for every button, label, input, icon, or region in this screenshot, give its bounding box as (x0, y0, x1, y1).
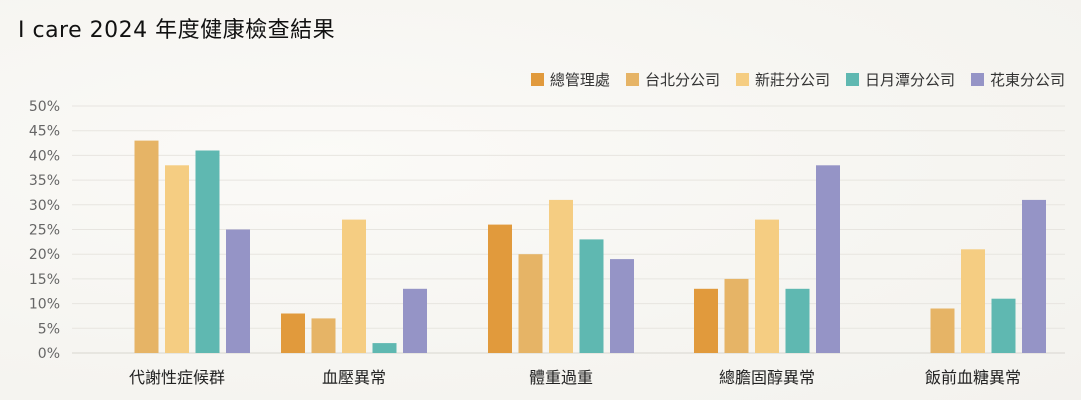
bar[interactable] (724, 278, 749, 353)
y-tick-label: 10% (29, 297, 60, 313)
bar[interactable] (342, 219, 366, 353)
y-tick-label: 40% (29, 148, 60, 164)
bar[interactable] (755, 219, 779, 353)
legend-swatch (970, 73, 984, 86)
bar[interactable] (961, 249, 985, 353)
x-category-label: 總膽固醇異常 (719, 368, 815, 387)
y-tick-label: 0% (38, 346, 60, 362)
bar[interactable] (694, 288, 718, 353)
legend-item[interactable]: 新莊分公司 (735, 69, 830, 90)
chart-legend: 總管理處 台北分公司 新莊分公司 日月潭分公司 花東分公司 (530, 69, 1065, 90)
bar[interactable] (579, 239, 604, 353)
legend-item[interactable]: 花東分公司 (970, 69, 1065, 90)
x-category-label: 體重過重 (529, 368, 593, 387)
y-tick-label: 45% (29, 124, 60, 140)
x-category-label: 飯前血糖異常 (925, 368, 1021, 387)
x-category-label: 代謝性症候群 (129, 368, 225, 387)
bar[interactable] (610, 259, 634, 353)
bar[interactable] (195, 150, 220, 354)
bar[interactable] (403, 288, 427, 353)
legend-swatch (530, 73, 544, 86)
legend-label: 台北分公司 (644, 71, 720, 89)
y-tick-label: 20% (29, 247, 60, 263)
legend-label: 總管理處 (549, 71, 610, 89)
legend-swatch (845, 73, 859, 86)
legend-label: 日月潭分公司 (864, 71, 955, 89)
legend-label: 花東分公司 (989, 71, 1065, 89)
y-tick-label: 50% (29, 99, 60, 115)
bar[interactable] (488, 224, 512, 353)
y-tick-label: 35% (29, 173, 60, 189)
bar[interactable] (226, 229, 250, 354)
legend-item[interactable]: 日月潭分公司 (845, 69, 955, 90)
bar[interactable] (549, 199, 573, 353)
bar[interactable] (134, 140, 159, 353)
legend-swatch (735, 73, 749, 86)
y-tick-label: 30% (29, 198, 60, 214)
bar[interactable] (518, 254, 543, 353)
x-category-label: 血壓異常 (322, 368, 386, 387)
bar[interactable] (1022, 199, 1046, 353)
bar[interactable] (281, 313, 305, 354)
legend-swatch (625, 73, 639, 86)
bar[interactable] (930, 308, 955, 354)
chart-title: I care 2024 年度健康檢查結果 (18, 18, 336, 43)
bar[interactable] (372, 343, 397, 353)
y-tick-label: 15% (29, 272, 60, 288)
legend-item[interactable]: 台北分公司 (625, 69, 720, 90)
bar[interactable] (785, 288, 810, 353)
y-tick-label: 5% (38, 321, 60, 337)
bar[interactable] (991, 298, 1016, 353)
bar[interactable] (165, 165, 189, 353)
bar[interactable] (816, 165, 840, 353)
legend-item[interactable]: 總管理處 (530, 69, 610, 90)
legend-label: 新莊分公司 (754, 71, 830, 89)
y-tick-label: 25% (29, 223, 60, 239)
bar[interactable] (311, 318, 336, 353)
